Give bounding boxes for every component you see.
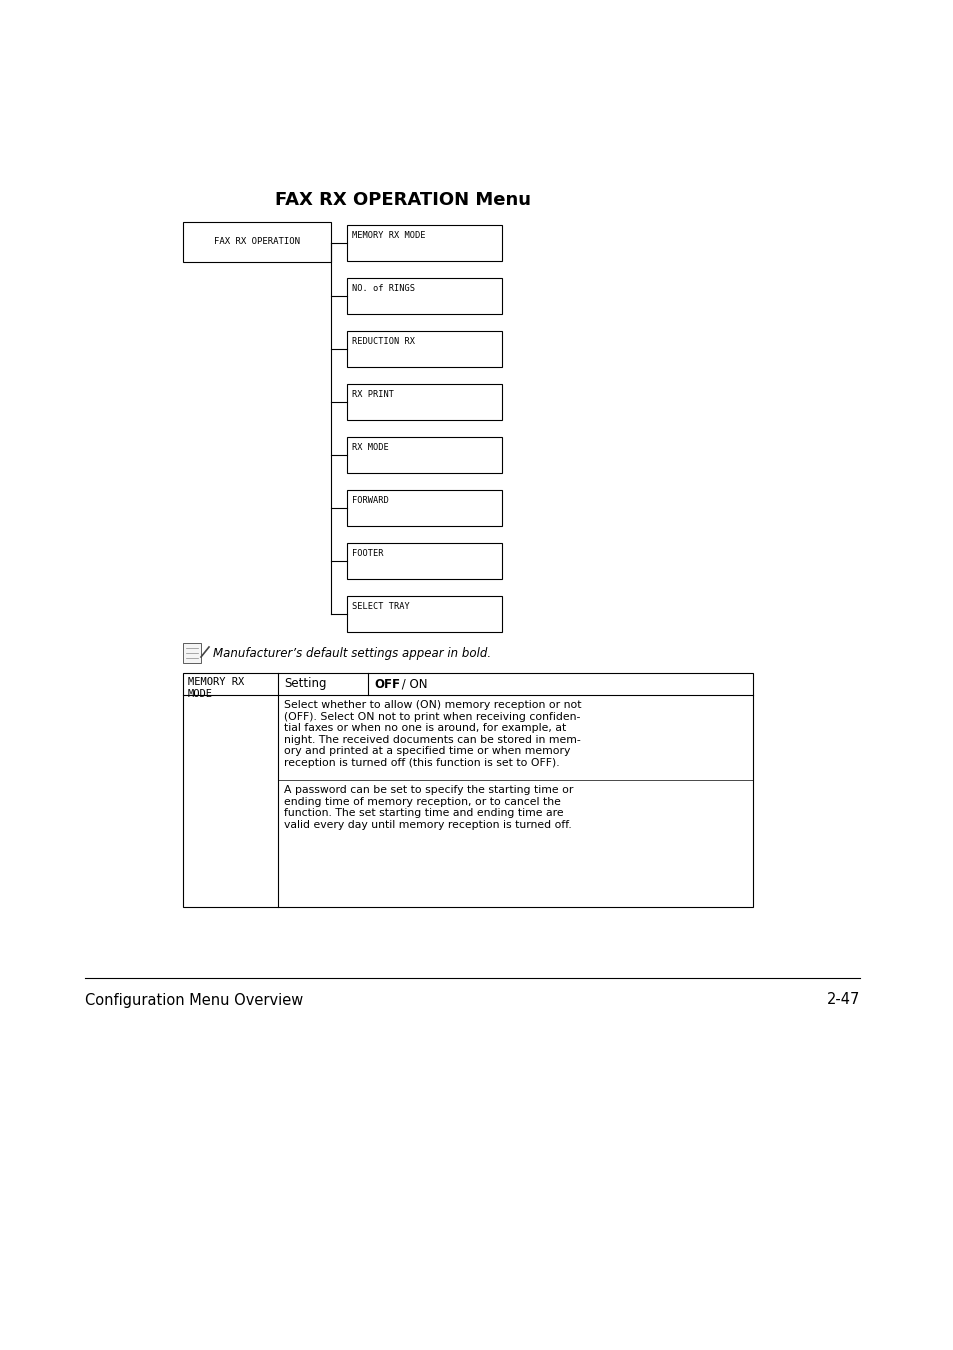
Bar [183,221,331,262]
Text: Configuration Menu Overview: Configuration Menu Overview [85,992,303,1007]
Bar [183,643,201,663]
Text: OFF: OFF [374,678,399,690]
Bar [183,674,752,907]
Bar [347,490,501,526]
Text: NO. of RINGS: NO. of RINGS [352,284,415,293]
Text: RX PRINT: RX PRINT [352,390,394,400]
Text: RX MODE: RX MODE [352,443,388,452]
Text: MEMORY RX MODE: MEMORY RX MODE [352,231,425,240]
Text: Manufacturer’s default settings appear in bold.: Manufacturer’s default settings appear i… [213,647,491,660]
Text: FOOTER: FOOTER [352,549,383,558]
Bar [347,225,501,261]
Text: Select whether to allow (ON) memory reception or not
(OFF). Select ON not to pri: Select whether to allow (ON) memory rece… [284,701,581,768]
Bar [347,437,501,472]
Bar [347,383,501,420]
Text: FAX RX OPERATION: FAX RX OPERATION [213,238,299,247]
Text: A password can be set to specify the starting time or
ending time of memory rece: A password can be set to specify the sta… [284,784,573,830]
Bar [347,543,501,579]
Bar [347,331,501,367]
Text: MEMORY RX
MODE: MEMORY RX MODE [188,676,244,698]
Text: FORWARD: FORWARD [352,495,388,505]
Text: FAX RX OPERATION Menu: FAX RX OPERATION Menu [274,190,531,209]
Text: / ON: / ON [397,678,427,690]
Text: REDUCTION RX: REDUCTION RX [352,338,415,346]
Text: SELECT TRAY: SELECT TRAY [352,602,410,612]
Text: Setting: Setting [284,678,326,690]
Text: 2-47: 2-47 [825,992,859,1007]
Bar [347,278,501,315]
Bar [347,595,501,632]
